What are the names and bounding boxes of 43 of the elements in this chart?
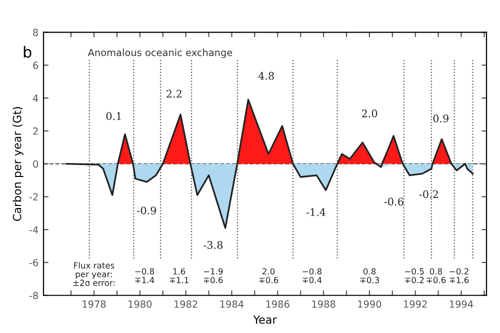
annotation: 2.2: [166, 90, 182, 98]
annotation: −0.8 ∓0.4: [302, 268, 322, 284]
y-tick-label: 6: [33, 62, 38, 70]
y-tick-label: -6: [29, 258, 38, 266]
y-tick-label: 4: [32, 94, 38, 102]
y-axis-title: Carbon per year (Gt): [12, 107, 24, 221]
annotation: 0.1: [106, 112, 121, 120]
annotation: −0.5 ∓0.2: [405, 268, 424, 284]
annotation: -1.4: [306, 208, 326, 216]
y-tick-label: -2: [29, 193, 38, 200]
x-axis-title: Year: [253, 316, 277, 324]
x-tick-label: 1994: [450, 300, 474, 308]
annotation: Flux rates per year: ±2σ error:: [73, 262, 115, 286]
annotation: -0.9: [137, 206, 156, 214]
annotation: 2.0: [362, 110, 378, 118]
x-tick-label: 1986: [266, 300, 290, 308]
y-tick-label: 8: [33, 28, 38, 36]
annotation: 2.0 ∓0.6: [259, 268, 278, 284]
x-tick-label: 1992: [404, 300, 427, 308]
x-tick-label: 1978: [82, 300, 106, 308]
annotation: −0.8 ∓1.4: [135, 268, 154, 284]
x-tick-label: 1982: [174, 300, 198, 308]
annotation: 0.8 ∓0.6: [426, 268, 446, 284]
line-series: [66, 98, 474, 229]
annotation: 4.8: [258, 72, 274, 80]
x-tick-label: 1988: [312, 300, 336, 308]
annotation: −1.9 ∓0.6: [204, 268, 223, 284]
annotation: -3.8: [204, 241, 223, 249]
x-tick-label: 1990: [358, 300, 382, 308]
y-tick-label: 0: [33, 160, 38, 168]
text: b: [24, 46, 32, 58]
text: Anomalous oceanic exchange: [88, 48, 232, 58]
annotation: 1.6 ∓1.1: [170, 268, 188, 284]
annotation: -0.6: [384, 198, 404, 206]
y-tick-label: -8: [29, 292, 38, 300]
annotation: 0.9: [433, 114, 448, 122]
annotation: −0.2 ∓1.6: [450, 268, 469, 284]
annotation: 0.8 ∓0.3: [360, 268, 379, 284]
annotation: -0.2: [419, 190, 438, 198]
y-tick-label: -4: [29, 226, 38, 234]
x-tick-label: 1984: [220, 300, 244, 308]
x-tick-label: 1980: [128, 300, 152, 308]
y-tick-label: 2: [33, 127, 38, 135]
